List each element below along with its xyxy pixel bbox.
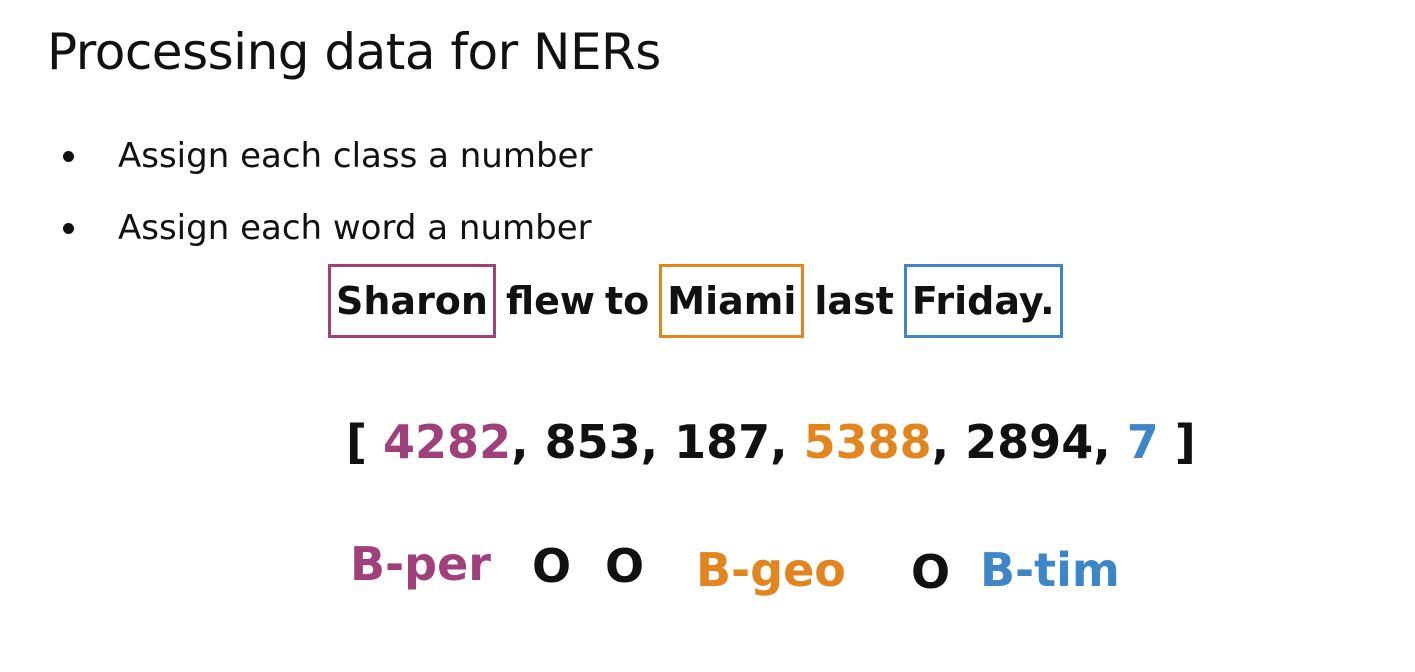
label-b-per: B-per <box>350 537 491 591</box>
entity-box-geo: Miami <box>659 264 805 338</box>
bullet-text: Assign each class a number <box>118 136 593 176</box>
word-index-sequence: [ 4282, 853, 187, 5388, 2894, 7 ] <box>346 410 1196 474</box>
entity-box-person: Sharon <box>328 264 496 338</box>
index-value: 4282 <box>383 415 512 469</box>
word-sharon: Sharon <box>336 279 488 323</box>
bullet-dot-icon <box>63 223 74 234</box>
separator: , <box>931 415 950 469</box>
word-miami: Miami <box>667 279 797 323</box>
open-bracket: [ <box>346 415 368 469</box>
index-value: 2894 <box>965 415 1094 469</box>
bullet-text: Assign each word a number <box>118 208 592 248</box>
word-to: to <box>605 279 650 323</box>
index-value: 7 <box>1126 415 1159 469</box>
bullet-dot-icon <box>63 151 74 162</box>
separator: , <box>1093 415 1111 469</box>
bullet-item: Assign each class a number <box>60 132 592 180</box>
label-o: O <box>911 545 951 599</box>
word-flew: flew <box>505 279 596 323</box>
word-friday: Friday. <box>911 279 1055 323</box>
bullet-item: Assign each word a number <box>60 204 592 252</box>
separator: , <box>511 415 529 469</box>
label-o: O <box>532 539 572 593</box>
slide-title: Processing data for NERs <box>47 23 661 81</box>
label-o: O <box>605 539 645 593</box>
separator: , <box>640 415 659 469</box>
close-bracket: ] <box>1174 415 1196 469</box>
label-b-tim: B-tim <box>980 543 1120 597</box>
separator: , <box>770 415 788 469</box>
label-b-geo: B-geo <box>696 543 846 597</box>
entity-box-time: Friday. <box>903 264 1063 338</box>
index-value: 187 <box>674 415 771 469</box>
word-last: last <box>814 279 894 323</box>
index-value: 853 <box>544 415 641 469</box>
example-sentence: Sharon flew to Miami last Friday. <box>328 264 1063 338</box>
index-value: 5388 <box>803 415 932 469</box>
bullet-list: Assign each class a number Assign each w… <box>60 132 592 276</box>
